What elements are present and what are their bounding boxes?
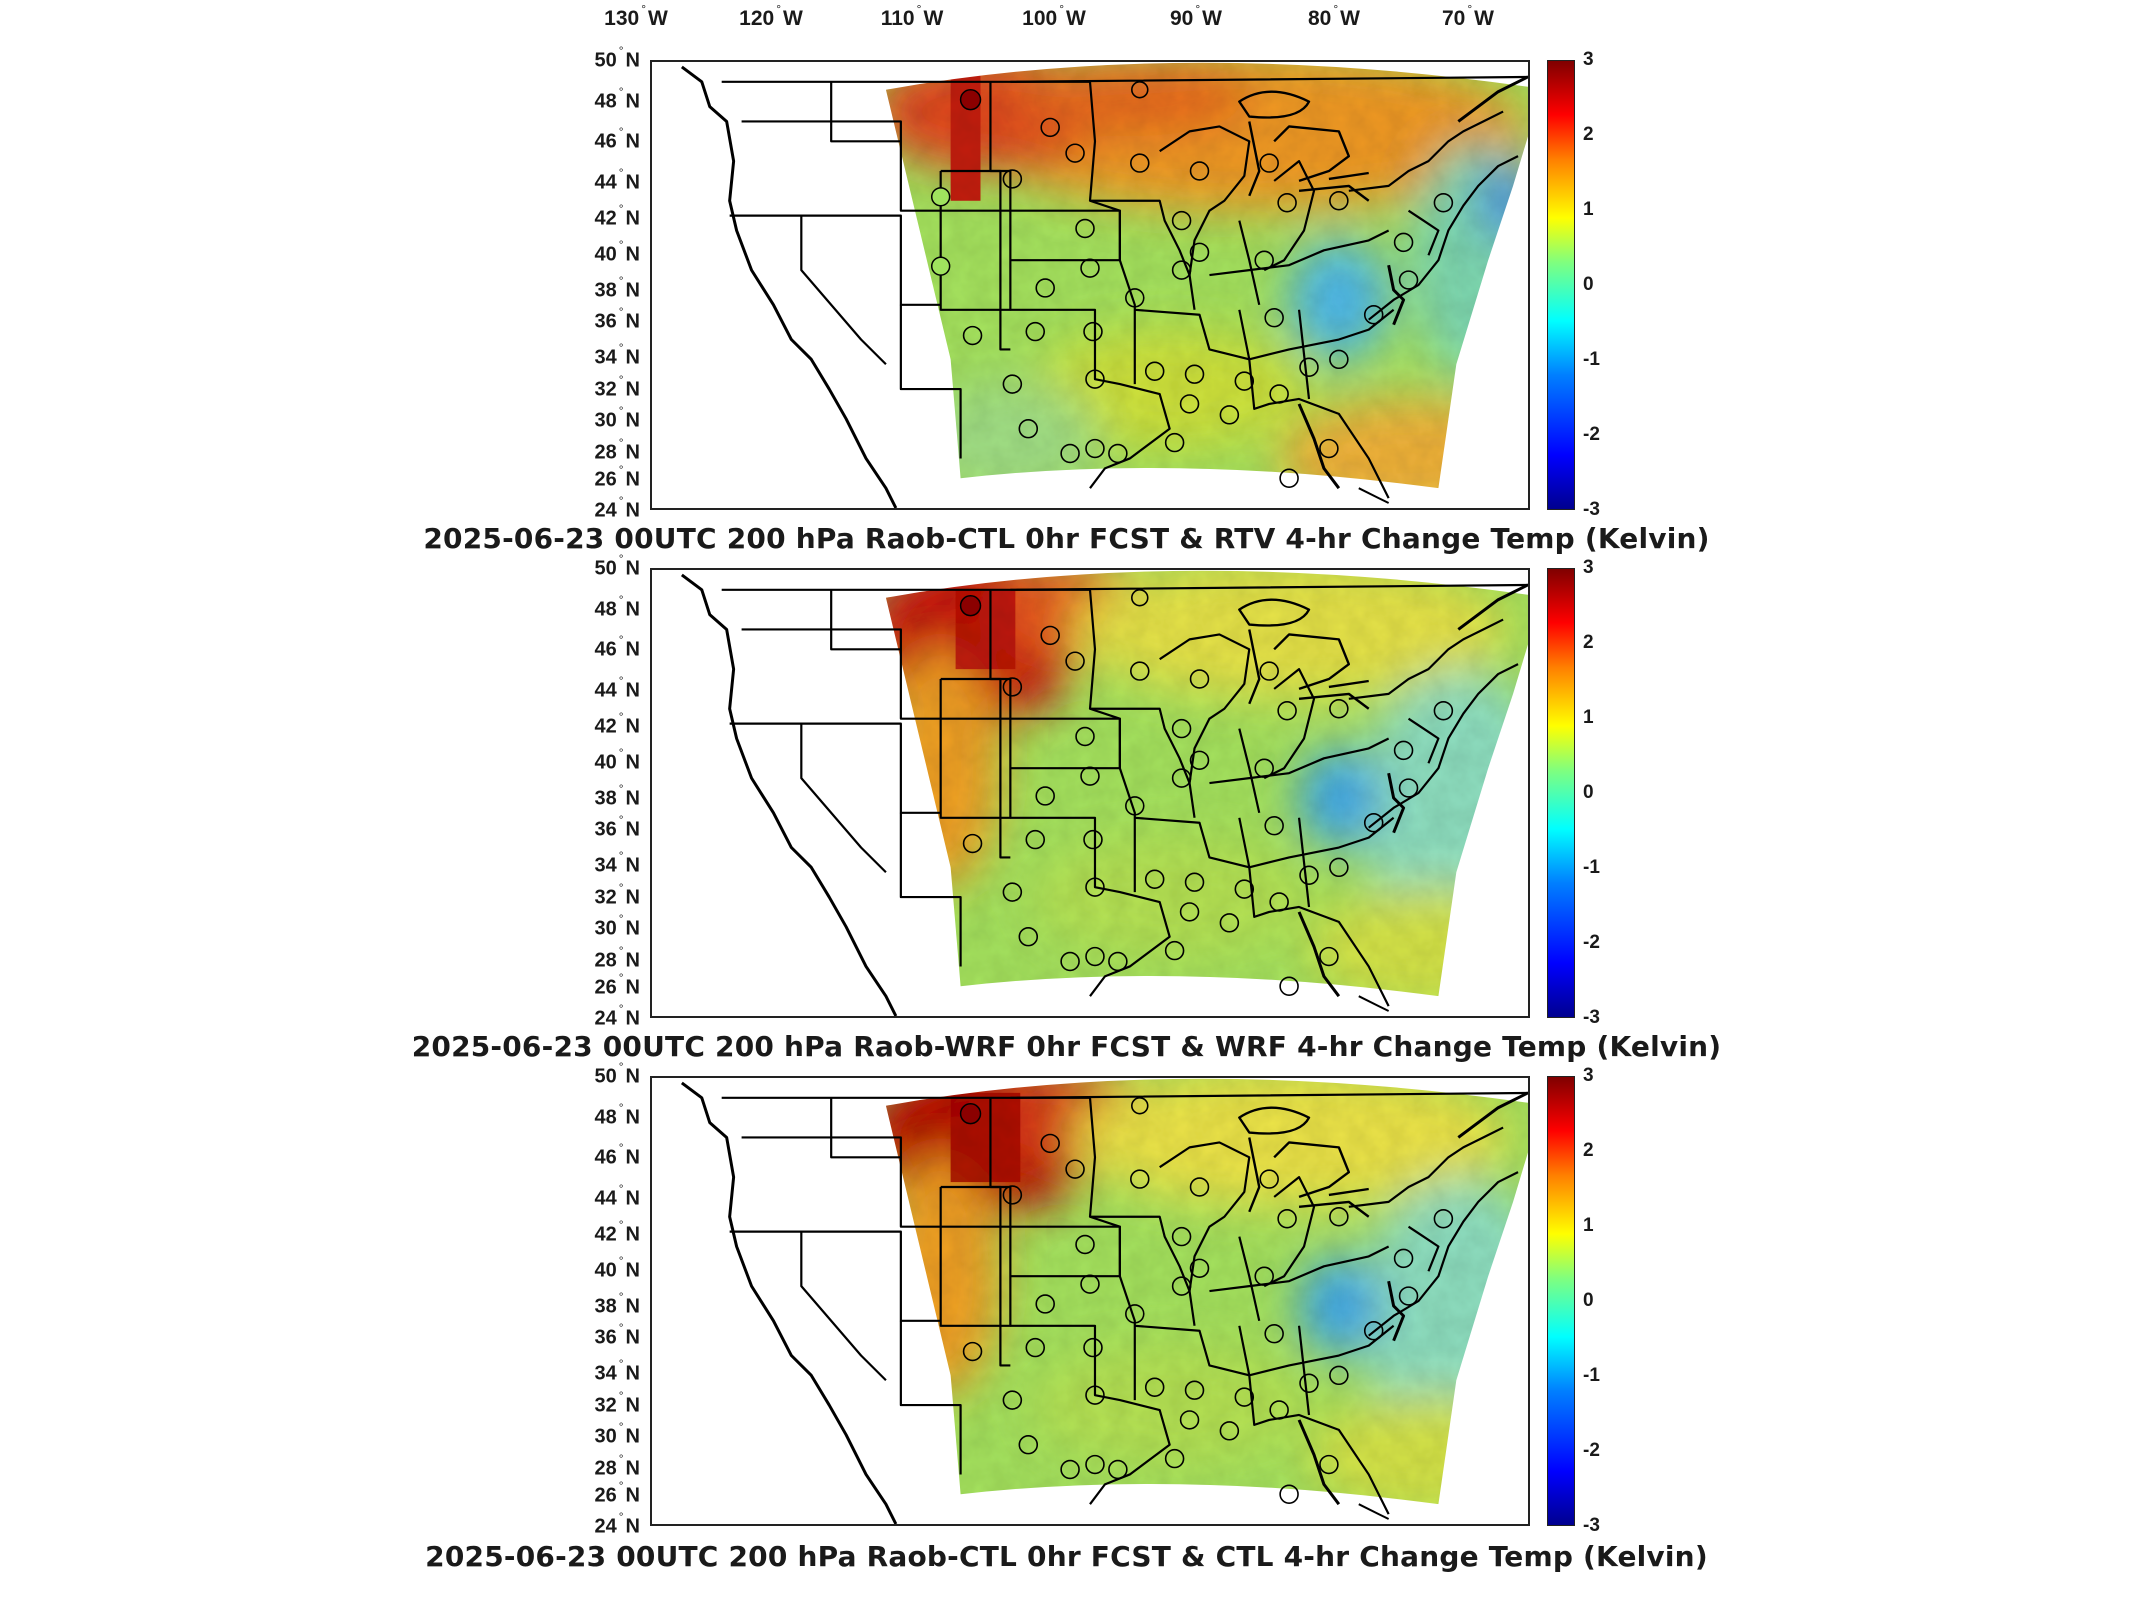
lat-label: 26 ° N	[594, 970, 640, 998]
lat-label: 42 ° N	[594, 709, 640, 737]
lat-label: 46 ° N	[594, 1140, 640, 1169]
raob-marker-filled	[959, 595, 982, 617]
lat-label: 32 ° N	[594, 880, 640, 908]
colorbar-tick-label: 3	[1583, 1065, 1594, 1086]
lat-label: 30 ° N	[594, 911, 640, 940]
colorbar-tick-label: -3	[1583, 499, 1600, 520]
colorbar-tick-label: -2	[1583, 424, 1600, 445]
lat-label: 28 ° N	[594, 1451, 640, 1479]
lat-label: 40 ° N	[594, 745, 640, 773]
colorbar-tick-label: 3	[1583, 49, 1594, 70]
colorbar-tick-label: -3	[1583, 1515, 1600, 1536]
colorbar	[1547, 568, 1575, 1018]
lat-label: 24 ° N	[594, 493, 640, 522]
colorbar-tick-label: 1	[1583, 707, 1594, 728]
lon-label: 100 °W	[1022, 2, 1086, 30]
colorbar-tick-label: 1	[1583, 199, 1594, 220]
lon-label: 70 °W	[1442, 2, 1494, 30]
lat-label: 48 ° N	[594, 84, 640, 112]
lat-label: 44 ° N	[594, 1181, 640, 1209]
lat-label: 40 ° N	[594, 1253, 640, 1281]
colorbar-tick-label: -2	[1583, 1440, 1600, 1461]
lat-label: 44 ° N	[594, 673, 640, 701]
lon-label: 110 °W	[880, 2, 944, 30]
lat-label: 38 ° N	[594, 781, 640, 809]
colorbar-tick-label: -3	[1583, 1007, 1600, 1028]
colorbar	[1547, 60, 1575, 510]
panel-title: 2025-06-23 00UTC 200 hPa Raob-CTL 0hr FC…	[425, 1540, 1708, 1573]
colorbar-tick-label: 2	[1583, 1140, 1594, 1161]
panel-title: 2025-06-23 00UTC 200 hPa Raob-CTL 0hr FC…	[423, 522, 1710, 555]
lat-label: 28 ° N	[594, 435, 640, 463]
colorbar-tick-label: 2	[1583, 124, 1594, 145]
map-frame	[650, 1076, 1530, 1526]
colorbar-tick-label: -2	[1583, 932, 1600, 953]
temperature-map	[680, 1078, 1528, 1524]
lat-label: 34 ° N	[594, 1356, 640, 1385]
lat-label: 34 ° N	[594, 848, 640, 877]
lat-label: 50 ° N	[594, 43, 640, 72]
lat-label: 36 ° N	[594, 812, 640, 841]
colorbar-tick-label: -1	[1583, 857, 1600, 878]
lat-label: 34 ° N	[594, 340, 640, 369]
lon-label: 130 °W	[604, 2, 668, 30]
colorbar-tick-label: -1	[1583, 1365, 1600, 1386]
lat-label: 48 ° N	[594, 592, 640, 620]
colorbar	[1547, 1076, 1575, 1526]
lat-label: 36 ° N	[594, 1320, 640, 1349]
temperature-map	[680, 570, 1528, 1016]
raob-marker-filled	[959, 89, 982, 111]
lat-label: 46 ° N	[594, 632, 640, 661]
lat-label: 32 ° N	[594, 1388, 640, 1416]
lat-label: 50 ° N	[594, 1059, 640, 1088]
lat-label: 32 ° N	[594, 372, 640, 400]
lat-label: 42 ° N	[594, 1217, 640, 1245]
colorbar-tick-label: -1	[1583, 349, 1600, 370]
lat-label: 46 ° N	[594, 124, 640, 153]
lon-label: 120 °W	[739, 2, 803, 30]
colorbar-tick-label: 0	[1583, 782, 1594, 803]
map-frame	[650, 568, 1530, 1018]
lat-label: 42 ° N	[594, 201, 640, 229]
raob-marker-filled	[930, 256, 951, 276]
lat-label: 28 ° N	[594, 943, 640, 971]
lat-label: 44 ° N	[594, 165, 640, 193]
colorbar-tick-label: 0	[1583, 1290, 1594, 1311]
lat-label: 48 ° N	[594, 1100, 640, 1128]
colorbar-tick-label: 2	[1583, 632, 1594, 653]
lat-label: 30 ° N	[594, 403, 640, 432]
lon-label: 90 °W	[1170, 2, 1222, 30]
lat-label: 24 ° N	[594, 1509, 640, 1538]
raob-marker-filled	[959, 1103, 982, 1125]
lat-label: 36 ° N	[594, 304, 640, 333]
lat-label: 24 ° N	[594, 1001, 640, 1030]
lat-label: 38 ° N	[594, 273, 640, 301]
colorbar-tick-label: 3	[1583, 557, 1594, 578]
lat-label: 50 ° N	[594, 551, 640, 580]
lat-label: 26 ° N	[594, 1478, 640, 1506]
lat-label: 40 ° N	[594, 237, 640, 265]
map-frame	[650, 60, 1530, 510]
lat-label: 38 ° N	[594, 1289, 640, 1317]
raob-marker-filled	[930, 187, 951, 207]
lon-label: 80 °W	[1308, 2, 1360, 30]
colorbar-tick-label: 0	[1583, 274, 1594, 295]
lat-label: 30 ° N	[594, 1419, 640, 1448]
temperature-map	[680, 62, 1528, 508]
colorbar-tick-label: 1	[1583, 1215, 1594, 1236]
lat-label: 26 ° N	[594, 462, 640, 490]
panel-title: 2025-06-23 00UTC 200 hPa Raob-WRF 0hr FC…	[411, 1030, 1722, 1063]
